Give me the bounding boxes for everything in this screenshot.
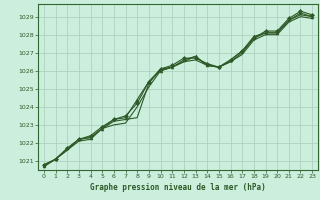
- X-axis label: Graphe pression niveau de la mer (hPa): Graphe pression niveau de la mer (hPa): [90, 183, 266, 192]
